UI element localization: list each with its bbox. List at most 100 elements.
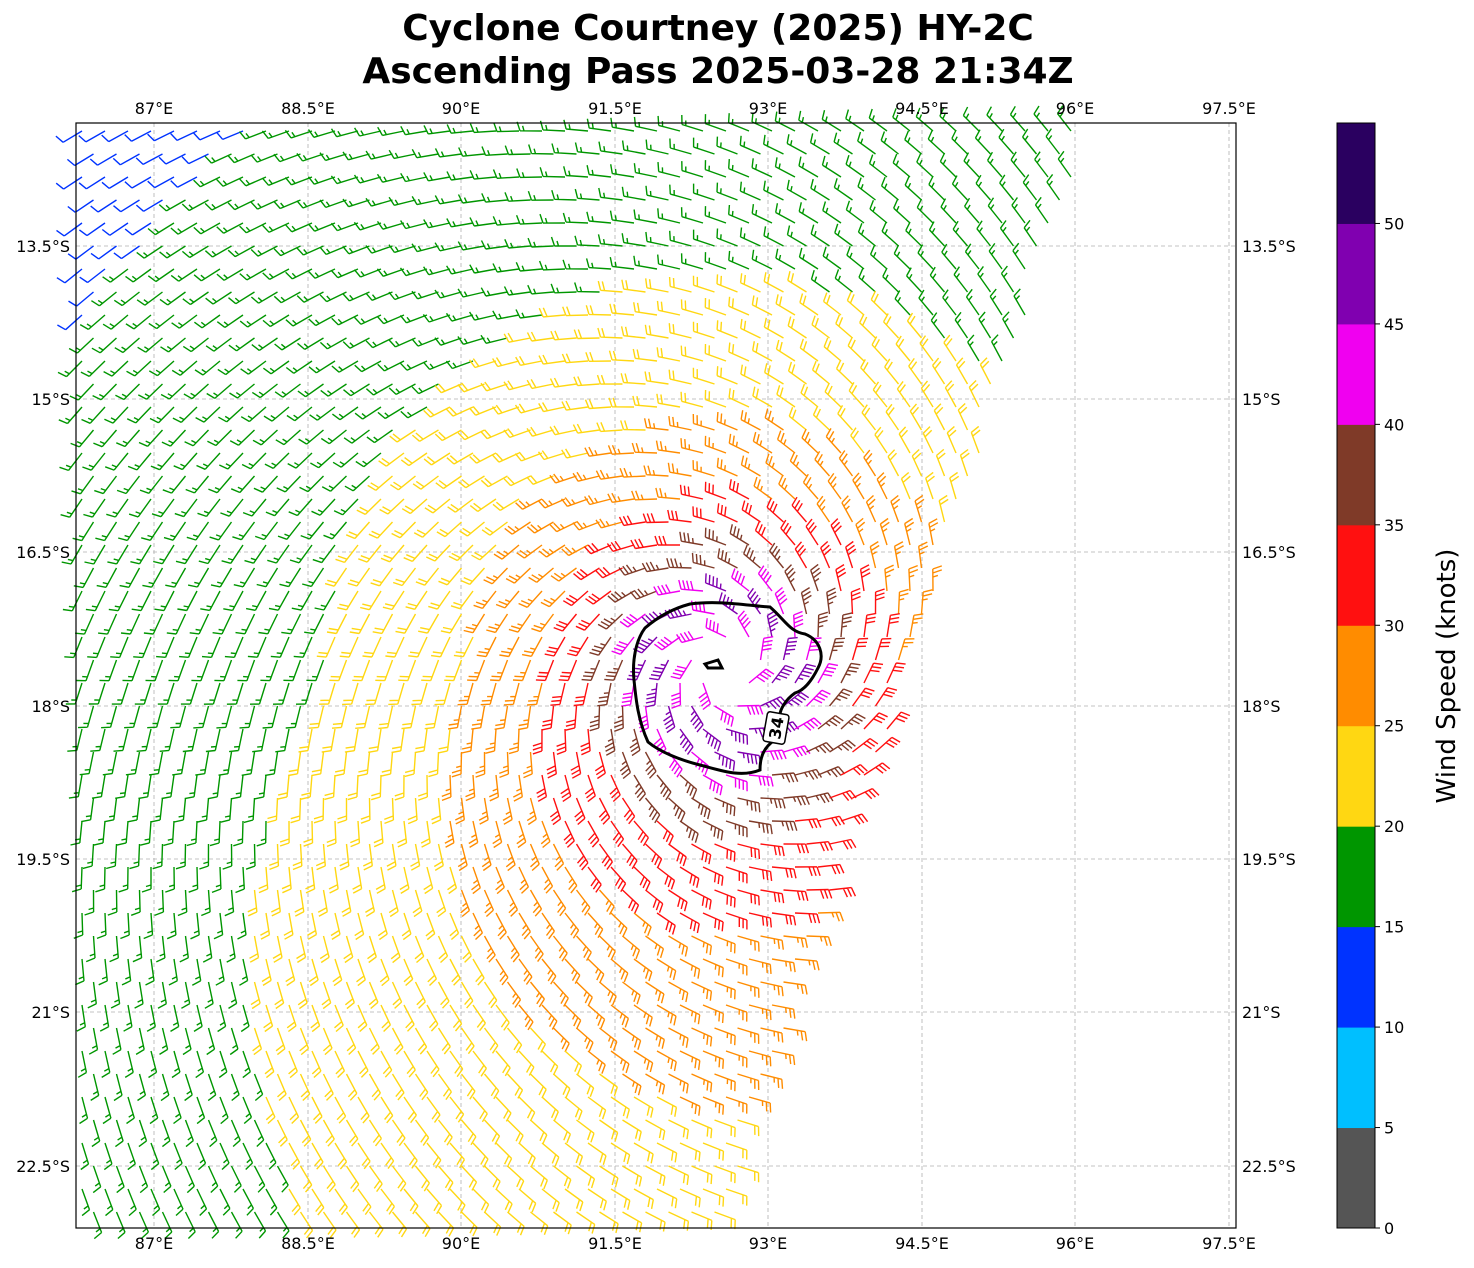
wind-barb	[242, 1188, 255, 1216]
wind-barb	[800, 383, 819, 408]
wind-barb	[193, 314, 221, 329]
wind-barb	[270, 889, 281, 917]
lon-tick-top: 87°E	[135, 99, 173, 118]
wind-barb	[680, 299, 704, 316]
wind-barb	[518, 590, 543, 608]
wind-barb	[228, 291, 255, 305]
wind-barb	[702, 1142, 725, 1161]
wind-barb	[250, 245, 278, 257]
wind-barb	[197, 498, 221, 518]
wind-barb	[216, 176, 244, 187]
wind-barb	[851, 687, 875, 707]
wind-barb	[168, 659, 187, 682]
wind-barb	[919, 335, 934, 362]
wind-barb	[575, 935, 592, 961]
wind-barb	[598, 843, 613, 870]
wind-barb	[365, 682, 382, 706]
wind-barb	[76, 1004, 86, 1032]
wind-barb	[527, 237, 554, 248]
wind-barb	[794, 912, 821, 924]
wind-barb	[874, 637, 892, 661]
wind-barb	[88, 1027, 99, 1055]
wind-barb	[748, 912, 772, 928]
wind-barb	[92, 1165, 102, 1194]
wind-barb	[239, 222, 267, 234]
wind-barb	[67, 728, 83, 752]
wind-barb	[951, 175, 969, 201]
wind-barb	[799, 293, 819, 316]
wind-barb	[495, 1004, 510, 1031]
wind-barb	[811, 360, 830, 385]
wind-barb	[345, 1119, 359, 1147]
wind-barb	[869, 245, 888, 270]
wind-barb	[704, 435, 727, 454]
wind-barb	[216, 222, 244, 234]
wind-barb	[863, 712, 888, 730]
wind-barb	[229, 728, 244, 753]
wind-barb	[574, 797, 586, 826]
wind-barb	[321, 475, 347, 492]
wind-barb	[576, 1027, 594, 1052]
lat-tick-right: 16.5°S	[1242, 543, 1296, 562]
wind-barb	[641, 561, 669, 573]
wind-barb	[530, 1165, 548, 1190]
wind-barb	[297, 337, 324, 350]
wind-barb	[320, 429, 347, 445]
wind-barb	[704, 252, 727, 270]
wind-barb	[584, 446, 612, 457]
wind-barb	[704, 481, 727, 500]
wind-barb	[438, 567, 463, 586]
wind-barb	[518, 1004, 534, 1031]
wind-barb	[215, 958, 225, 986]
wind-barb	[93, 820, 106, 846]
wind-barb	[822, 292, 842, 316]
wind-barb	[964, 197, 980, 224]
wind-barb	[725, 958, 748, 976]
wind-barb	[198, 544, 221, 565]
wind-barb	[411, 383, 439, 395]
wind-barb	[492, 452, 520, 463]
wind-barb	[967, 334, 980, 362]
wind-barb	[125, 314, 152, 330]
wind-barb	[286, 1004, 297, 1033]
wind-barb	[737, 1119, 760, 1137]
wind-barb	[827, 472, 842, 500]
wind-barb	[205, 337, 232, 352]
wind-barb	[692, 413, 715, 431]
wind-barb	[898, 426, 911, 454]
wind-barb	[786, 225, 807, 247]
wind-barb	[1011, 197, 1026, 224]
wind-barb	[79, 314, 106, 331]
wind-barb	[666, 558, 692, 569]
wind-barb	[229, 1027, 239, 1056]
wind-barb	[528, 144, 554, 155]
wind-barb	[965, 288, 980, 316]
wind-barb	[794, 818, 822, 829]
wind-barb	[714, 751, 736, 771]
wind-barb	[418, 613, 440, 634]
wind-barb	[560, 497, 589, 507]
wind-barb	[576, 1211, 596, 1234]
wind-barb	[127, 797, 141, 823]
wind-barb	[311, 498, 336, 516]
wind-barb	[481, 843, 492, 872]
colorbar-segment	[1337, 524, 1375, 626]
wind-barb	[321, 981, 332, 1010]
wind-barb	[161, 1211, 173, 1240]
wind-barb	[319, 291, 347, 303]
wind-barb	[224, 636, 244, 658]
wind-barb	[702, 774, 723, 796]
wind-barb	[783, 795, 810, 806]
wind-barb	[894, 290, 911, 316]
wind-barb	[562, 259, 589, 270]
wind-barb	[714, 1027, 736, 1046]
wind-barb	[680, 253, 704, 270]
wind-barb	[863, 662, 884, 684]
wind-barb	[343, 935, 354, 964]
wind-barb	[276, 1073, 287, 1102]
wind-barb	[714, 889, 736, 908]
wind-barb	[311, 1050, 322, 1079]
wind-barb	[846, 246, 865, 270]
wind-barb	[175, 843, 187, 870]
wind-barb	[272, 682, 290, 705]
